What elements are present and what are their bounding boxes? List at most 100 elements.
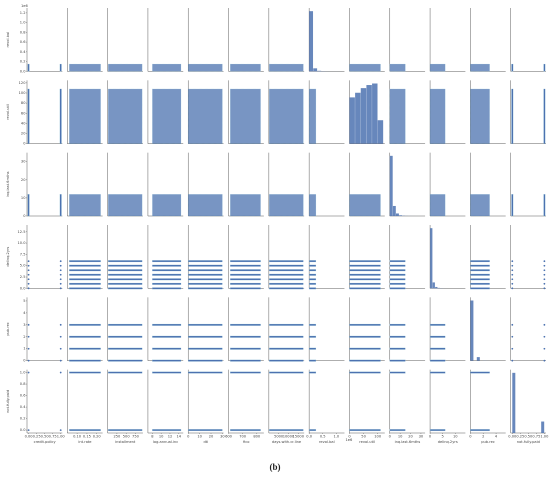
point-strip <box>69 371 101 374</box>
point <box>27 359 30 362</box>
point-strip <box>269 273 304 276</box>
point-strip <box>389 287 406 290</box>
x-tick-label: 600 <box>225 435 233 439</box>
point-strip <box>543 194 546 217</box>
point <box>543 282 546 285</box>
point-cloud <box>309 88 317 144</box>
y-tick-label: 1 <box>23 347 25 351</box>
point <box>59 347 62 350</box>
point-strip <box>152 260 182 263</box>
point-strip <box>230 260 261 263</box>
point-strip <box>108 359 143 362</box>
point <box>27 429 30 432</box>
x-tick-label: 750 <box>132 435 140 439</box>
point-cloud <box>108 194 143 217</box>
point-strip <box>27 63 30 72</box>
point-strip <box>309 278 317 281</box>
point-strip <box>108 323 143 326</box>
hist-bar <box>476 357 480 361</box>
x-axis-label: revol.util <box>359 440 375 444</box>
x-tick-label: 0 <box>389 435 392 439</box>
x-tick-label: 10 <box>159 435 164 439</box>
x-tick-label: 50 <box>361 435 366 439</box>
point-strip <box>188 359 223 362</box>
x-tick-label: 0.5 <box>320 435 326 439</box>
point <box>27 287 30 290</box>
point-cloud <box>429 194 446 217</box>
x-tick-label: 20 <box>408 435 413 439</box>
point <box>27 282 30 285</box>
point <box>27 273 30 276</box>
point <box>511 264 514 267</box>
point-cloud <box>152 88 182 144</box>
point-cloud <box>389 88 406 144</box>
point <box>543 359 546 362</box>
y-offset-label: 1e6 <box>21 4 28 8</box>
x-tick-label: 30 <box>419 435 424 439</box>
point-strip <box>389 278 406 281</box>
y-tick-label: 0.0 <box>20 69 26 73</box>
x-tick-label: 1.0 <box>333 435 339 439</box>
point-strip <box>470 278 490 281</box>
point <box>59 264 62 267</box>
point <box>59 278 62 281</box>
y-tick-label: 0.8 <box>20 30 26 34</box>
point-cloud <box>230 88 261 144</box>
point <box>543 273 546 276</box>
point-cloud <box>152 63 182 72</box>
point-strip <box>511 63 514 72</box>
point-strip <box>188 429 223 432</box>
x-axis-label: fico <box>243 440 249 444</box>
y-tick-label: 100 <box>19 91 27 95</box>
point-strip <box>69 273 101 276</box>
point-strip <box>309 287 317 290</box>
point-strip <box>429 347 446 350</box>
hist-bar <box>389 155 393 216</box>
hist-bar <box>399 215 403 216</box>
point-strip <box>389 359 406 362</box>
point-strip <box>108 273 143 276</box>
x-axis-label: dti <box>204 440 209 444</box>
point-strip <box>309 269 317 272</box>
point-strip <box>69 323 101 326</box>
point-strip <box>230 278 261 281</box>
point-strip <box>389 264 406 267</box>
point <box>511 282 514 285</box>
point-strip <box>108 429 143 432</box>
hist-bar <box>372 83 378 144</box>
point-strip <box>108 347 143 350</box>
point-strip <box>188 282 223 285</box>
point-strip <box>152 335 182 338</box>
x-tick-label: 0.50 <box>524 435 533 439</box>
x-tick-label: 0.25 <box>516 435 524 439</box>
point-cloud <box>188 194 223 217</box>
point-strip <box>309 429 317 432</box>
point-strip <box>429 323 446 326</box>
point <box>27 260 30 263</box>
point-strip <box>543 63 546 72</box>
y-tick-label: 10.0 <box>17 241 26 245</box>
y-tick-label: 0.4 <box>20 50 26 54</box>
x-tick-label: 0 <box>429 435 432 439</box>
point-strip <box>69 359 101 362</box>
point-strip <box>349 278 381 281</box>
point-cloud <box>470 63 490 72</box>
point-strip <box>269 371 304 374</box>
point <box>59 371 62 374</box>
x-tick-label: 100 <box>374 435 382 439</box>
point-strip <box>69 269 101 272</box>
point-strip <box>349 269 381 272</box>
x-tick-label: 1.00 <box>540 435 549 439</box>
point <box>543 287 546 290</box>
y-tick-label: 0.6 <box>20 394 26 398</box>
y-tick-label: 0.0 <box>20 286 26 290</box>
point-strip <box>69 282 101 285</box>
x-axis-label: not.fully.paid <box>517 440 540 444</box>
point-strip <box>269 323 304 326</box>
point-strip <box>27 194 30 217</box>
point-cloud <box>230 63 261 72</box>
hist-bar <box>512 372 516 433</box>
point-strip <box>269 335 304 338</box>
x-tick-label: 0.10 <box>73 435 82 439</box>
x-axis-label: installment <box>115 440 136 444</box>
